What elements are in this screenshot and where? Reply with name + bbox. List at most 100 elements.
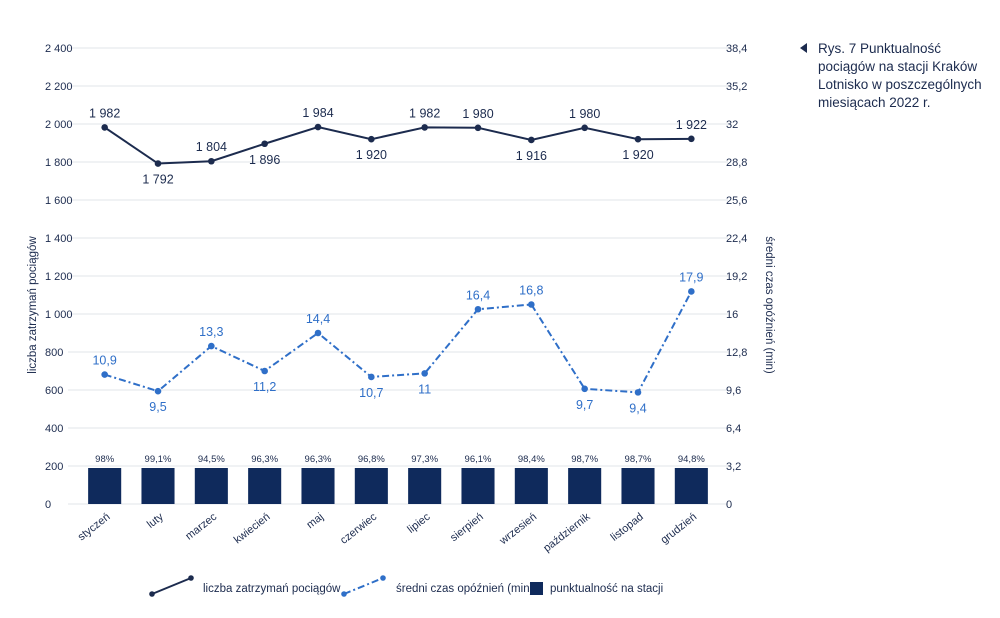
delay-data-label: 9,5 <box>149 400 166 414</box>
stops-point <box>261 140 268 148</box>
punctuality-bar-label: 96,1% <box>465 454 492 465</box>
punctuality-bar <box>88 468 122 504</box>
punctuality-bar <box>408 468 442 504</box>
right-tick-label: 28,8 <box>726 157 747 169</box>
right-tick-label: 19,2 <box>726 271 747 283</box>
left-tick-label: 400 <box>45 423 63 435</box>
category-label: maj <box>304 511 325 531</box>
delay-point <box>581 385 588 393</box>
legend-item-stops: liczba zatrzymań pociągów <box>149 575 341 597</box>
punctuality-bar <box>621 468 655 504</box>
stops-data-label: 1 804 <box>196 140 227 154</box>
legend-stops-swatch <box>151 577 192 595</box>
category-label: lipiec <box>405 511 433 536</box>
delay-point <box>634 389 642 396</box>
delay-point <box>688 288 695 295</box>
punctuality-bar <box>141 468 175 504</box>
punctuality-bar <box>301 468 335 504</box>
punctuality-bar-label: 96,8% <box>358 454 385 465</box>
triangle-left-icon <box>800 43 807 53</box>
delay-data-label: 9,4 <box>629 401 646 415</box>
stops-point <box>581 124 588 132</box>
delay-data-label: 14,4 <box>306 312 330 326</box>
stops-line <box>104 126 692 165</box>
delay-data-label: 11 <box>418 382 431 396</box>
right-tick-label: 3,2 <box>726 461 741 473</box>
bars: 98% 99,1% 94,5% 96,3% 96,3% 96,8% 97,3% 96,1% 98… <box>88 454 708 504</box>
left-tick-label: 600 <box>45 385 63 397</box>
left-tick-label: 1 400 <box>45 233 73 245</box>
delay-data-label: 11,2 <box>253 380 276 394</box>
right-tick-label: 25,6 <box>726 195 747 207</box>
delay-point <box>314 329 322 337</box>
stops-data-label: 1 920 <box>622 148 653 162</box>
punctuality-bar-label: 97,3% <box>411 454 438 465</box>
punctuality-bar <box>194 468 228 504</box>
punctuality-bar-label: 98,7% <box>625 454 652 465</box>
legend-punctuality-swatch <box>530 582 543 595</box>
punctuality-bar-label: 98,7% <box>571 454 598 465</box>
left-tick-label: 1 600 <box>45 195 73 207</box>
category-label: czerwiec <box>338 511 379 547</box>
punctuality-bar <box>354 468 388 504</box>
legend-delay-marker-start <box>341 591 347 597</box>
delay-data-label: 10,7 <box>359 386 383 400</box>
stops-point <box>688 135 695 143</box>
category-label: kwiecień <box>232 511 273 546</box>
stops-point <box>474 124 482 132</box>
left-tick-label: 1 000 <box>45 309 73 321</box>
stops-point <box>208 157 215 165</box>
legend-punctuality-label: punktualność na stacji <box>550 583 663 595</box>
legend-delay-label: średni czas opóźnień (min) <box>396 583 534 595</box>
delay-data-label: 16,4 <box>466 288 490 302</box>
left-tick-label: 2 000 <box>45 119 73 131</box>
stops-data-label: 1 980 <box>462 107 493 121</box>
stops-point <box>528 136 535 144</box>
legend-stops-marker-end <box>188 575 194 581</box>
legend-delay-marker-end <box>380 575 386 581</box>
delay-point <box>474 305 482 313</box>
punctuality-bar <box>248 468 282 504</box>
delay-point <box>421 370 428 377</box>
left-tick-label: 1 800 <box>45 157 73 169</box>
category-label: wrzesień <box>497 511 539 548</box>
stops-data-label: 1 982 <box>89 106 120 120</box>
stops-point <box>154 160 162 167</box>
legend-item-delay: średni czas opóźnień (min) <box>341 575 534 597</box>
punctuality-bar-label: 96,3% <box>305 454 332 465</box>
delay-point <box>101 371 108 378</box>
category-label: sierpień <box>448 511 486 544</box>
category-labels: styczeń luty marzec kwiecień maj czerwiec lipi… <box>76 511 699 555</box>
right-tick-label: 6,4 <box>726 423 741 435</box>
right-tick-label: 12,8 <box>726 347 747 359</box>
left-axis-ticks: 0 200 400 600 800 1 000 1 200 1 400 1 600 1 800 2 … <box>45 43 73 511</box>
legend-delay-swatch <box>343 577 384 595</box>
stops-data-label: 1 916 <box>516 149 547 163</box>
lines: 10,9 9,5 13,3 11,2 14,4 10,7 11 16,4 16,8 9,7 9,4 1… <box>89 106 707 415</box>
right-axis-title: średni czas opóźnień (min) <box>763 236 775 374</box>
figure-caption: Rys. 7 Punktualność pociągów na stacji K… <box>800 40 990 112</box>
grid <box>68 47 728 505</box>
punctuality-bar <box>461 468 495 504</box>
category-label: luty <box>145 511 166 531</box>
right-axis-ticks: 0 3,2 6,4 9,6 12,8 16 19,2 22,4 25,6 28,8 32 35,2 38… <box>726 43 747 511</box>
legend-item-punctuality: punktualność na stacji <box>530 582 663 595</box>
punctuality-bar-label: 99,1% <box>145 454 172 465</box>
delay-data-label: 9,7 <box>576 398 593 412</box>
stops-point <box>101 124 108 131</box>
delay-data-label: 16,8 <box>519 284 543 298</box>
left-tick-label: 0 <box>45 499 51 511</box>
punctuality-bar <box>568 468 602 504</box>
punctuality-bar <box>674 468 708 504</box>
left-tick-label: 2 200 <box>45 81 73 93</box>
category-label: styczeń <box>76 511 113 543</box>
delay-point <box>154 387 162 395</box>
caption-text: Rys. 7 Punktualność pociągów na stacji K… <box>818 41 982 110</box>
stops-data-label: 1 982 <box>409 106 440 120</box>
left-tick-label: 2 400 <box>45 43 73 55</box>
legend: liczba zatrzymań pociągów średni czas op… <box>149 575 663 597</box>
right-tick-label: 16 <box>726 309 738 321</box>
stops-point <box>368 135 375 143</box>
left-tick-label: 1 200 <box>45 271 73 283</box>
